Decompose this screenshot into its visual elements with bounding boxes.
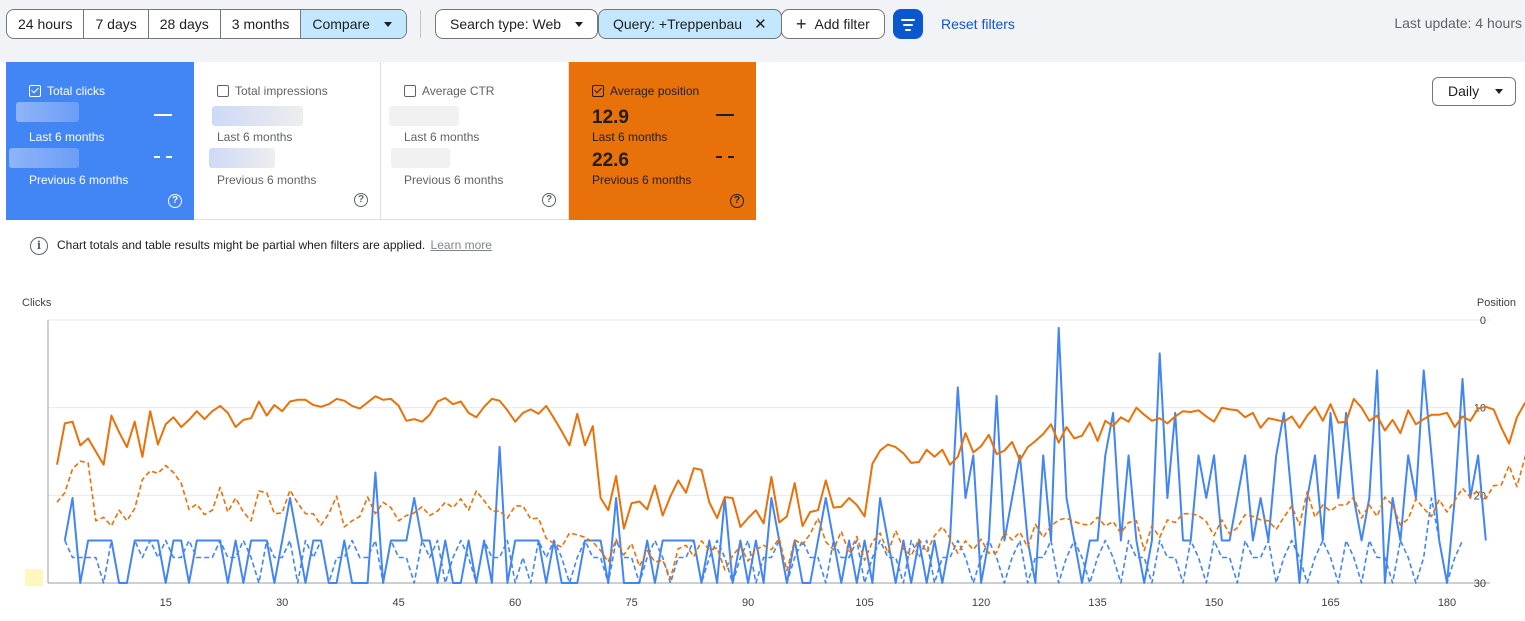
help-icon[interactable]: ? <box>168 194 182 208</box>
filter-sparkle-icon-line <box>903 24 913 26</box>
x-axis-tick-label: 90 <box>742 597 754 609</box>
x-axis-tick-label: 180 <box>1438 597 1456 609</box>
add-filter-button[interactable]: + Add filter <box>781 9 885 39</box>
metric-card-average-ctr[interactable]: Average CTR Last 6 months Previous 6 mon… <box>381 62 569 220</box>
redacted-value <box>209 148 275 168</box>
caret-down-icon <box>383 21 392 27</box>
previous-period-label: Previous 6 months <box>29 173 129 187</box>
current-position-value: 12.9 <box>592 107 629 128</box>
x-axis-tick-label: 165 <box>1321 597 1339 609</box>
date-range-3-months[interactable]: 3 months <box>221 10 302 38</box>
close-icon[interactable]: ✕ <box>754 16 767 33</box>
x-axis-tick-label: 60 <box>509 597 521 609</box>
redacted-value <box>212 106 303 126</box>
top-toolbar: 24 hours 7 days 28 days 3 months Compare… <box>0 0 1525 62</box>
metric-title: Average CTR <box>422 84 495 98</box>
search-type-dropdown[interactable]: Search type: Web <box>435 9 599 39</box>
x-axis-tick-label: 105 <box>855 597 873 609</box>
solid-line-legend <box>716 114 734 116</box>
granularity-dropdown[interactable]: Daily <box>1432 77 1516 106</box>
series-line-position-solid <box>56 395 1525 530</box>
search-type-label: Search type: Web <box>450 16 562 32</box>
learn-more-link[interactable]: Learn more <box>430 238 492 253</box>
x-axis-tick-label: 15 <box>160 597 172 609</box>
x-axis-tick-label: 120 <box>972 597 990 609</box>
partial-data-notice: i Chart totals and table results might be… <box>30 237 492 255</box>
dashed-line-legend <box>154 156 172 158</box>
metric-card-average-position[interactable]: Average position 12.9 Last 6 months 22.6… <box>569 62 756 220</box>
checkbox-checked-icon[interactable] <box>592 85 604 97</box>
series-line-clicks-solid <box>63 326 1487 584</box>
current-period-label: Last 6 months <box>217 130 293 144</box>
metric-card-total-impressions[interactable]: Total impressions Last 6 months Previous… <box>194 62 381 220</box>
plus-icon: + <box>796 14 807 34</box>
redacted-value <box>389 106 459 126</box>
x-axis-tick-label: 75 <box>626 597 638 609</box>
current-period-label: Last 6 months <box>29 130 105 144</box>
right-axis-tick-label: 30 <box>1474 578 1486 590</box>
right-axis-tick-label: 0 <box>1480 315 1486 327</box>
compare-label: Compare <box>312 16 370 32</box>
series-line-position-dashed <box>56 454 1525 580</box>
help-icon[interactable]: ? <box>730 194 744 208</box>
compare-dropdown[interactable]: Compare <box>301 10 406 38</box>
x-axis-tick-label: 30 <box>276 597 288 609</box>
metric-title: Total clicks <box>47 84 106 98</box>
x-axis-tick-label: 135 <box>1088 597 1106 609</box>
date-range-7-days[interactable]: 7 days <box>84 10 149 38</box>
caret-down-icon <box>1495 88 1504 94</box>
metric-card-total-clicks[interactable]: Total clicks Last 6 months Previous 6 mo… <box>6 62 194 220</box>
help-icon[interactable]: ? <box>542 193 556 207</box>
help-icon[interactable]: ? <box>354 193 368 207</box>
previous-period-label: Previous 6 months <box>592 173 692 187</box>
previous-period-label: Previous 6 months <box>217 173 317 187</box>
add-filter-label: Add filter <box>814 16 870 32</box>
date-range-28-days[interactable]: 28 days <box>149 10 221 38</box>
checkbox-unchecked-icon[interactable] <box>404 85 416 97</box>
redacted-value <box>391 148 450 168</box>
query-filter-chip[interactable]: Query: +Treppenbau ✕ <box>598 9 782 39</box>
filter-sparkle-icon-line <box>905 29 911 31</box>
right-axis-label: Position <box>1476 297 1516 309</box>
previous-position-value: 22.6 <box>592 150 629 171</box>
redacted-value <box>16 102 79 122</box>
date-range-24-hours[interactable]: 24 hours <box>7 10 85 38</box>
metric-card-header: Average position <box>592 84 699 98</box>
info-icon: i <box>30 237 48 255</box>
caret-down-icon <box>575 21 584 27</box>
metric-title: Average position <box>610 84 700 98</box>
left-axis-label: Clicks <box>22 297 52 309</box>
x-axis-tick-label: 150 <box>1205 597 1223 609</box>
previous-period-label: Previous 6 months <box>404 173 504 187</box>
redacted-value <box>9 148 79 168</box>
toolbar-divider <box>420 10 421 38</box>
last-update-text: Last update: 4 hours <box>1394 15 1522 31</box>
x-axis-tick-label: 45 <box>393 597 405 609</box>
current-period-label: Last 6 months <box>404 130 480 144</box>
filter-sparkle-icon <box>901 19 915 21</box>
granularity-label: Daily <box>1448 83 1480 99</box>
date-range-selector: 24 hours 7 days 28 days 3 months Compare <box>6 9 407 39</box>
checkbox-unchecked-icon[interactable] <box>217 85 229 97</box>
metric-card-header: Total clicks <box>29 84 105 98</box>
ai-filter-button[interactable] <box>893 9 923 39</box>
metric-card-header: Average CTR <box>404 84 494 98</box>
reset-filters-link[interactable]: Reset filters <box>941 16 1015 32</box>
solid-line-legend <box>154 114 172 116</box>
annotation-marker[interactable] <box>25 569 43 586</box>
checkbox-checked-icon[interactable] <box>29 85 41 97</box>
series-line-clicks-dashed <box>64 497 1464 584</box>
dashed-line-legend <box>716 156 734 158</box>
query-filter-label: Query: +Treppenbau <box>613 16 743 32</box>
metric-title: Total impressions <box>235 84 328 98</box>
notice-text: Chart totals and table results might be … <box>57 238 426 253</box>
current-period-label: Last 6 months <box>592 130 668 144</box>
metric-card-header: Total impressions <box>217 84 328 98</box>
